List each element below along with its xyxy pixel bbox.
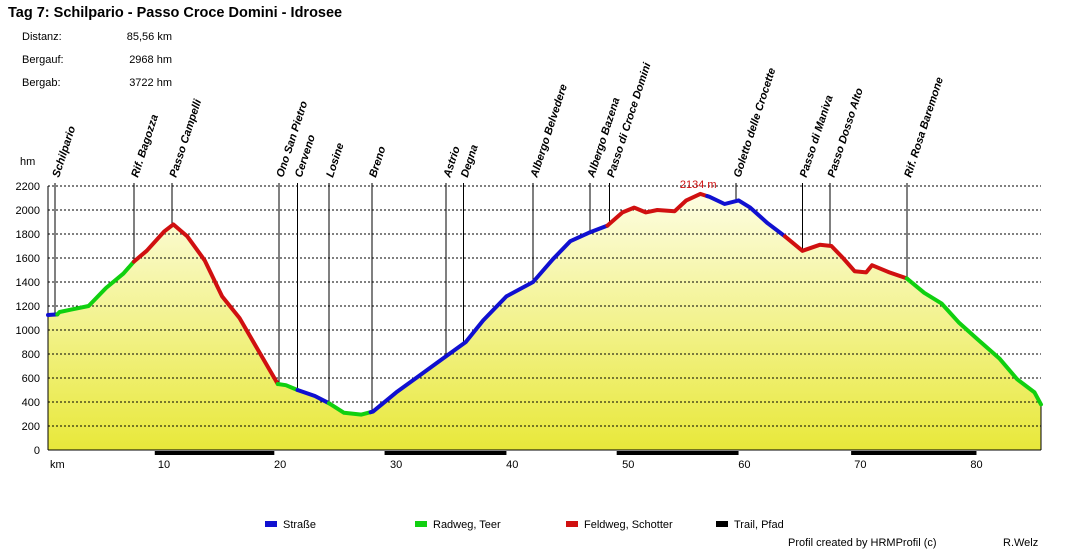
y-axis-label: hm (20, 156, 35, 168)
profile-segment (55, 259, 136, 317)
y-tick-label: 1600 (16, 253, 40, 265)
x-axis-label: km (50, 459, 65, 471)
waypoint-label: Schilpario (50, 124, 78, 179)
x-tick-label: 10 (158, 459, 170, 471)
profile-area (48, 193, 1041, 450)
y-tick-label: 400 (22, 397, 40, 409)
waypoint-label: Passo Campelli (168, 97, 205, 179)
waypoint-label: Losine (324, 142, 346, 179)
stat-value: 2968 hm (129, 54, 172, 66)
stat-descent: Bergab: 3722 hm (22, 77, 172, 100)
y-tick-label: 1400 (16, 277, 40, 289)
waypoint-label: Goletto delle Crocette (732, 67, 779, 179)
legend-swatch (716, 521, 728, 528)
x-tick-label: 80 (970, 459, 982, 471)
trail-bar (616, 451, 739, 455)
legend-item-trail: Trail, Pfad (716, 519, 784, 531)
y-tick-label: 2000 (16, 205, 40, 217)
legend-item-feldweg: Feldweg, Schotter (566, 519, 673, 531)
waypoint-label: Rif. Bagozza (129, 113, 161, 179)
profile-segment (783, 234, 909, 281)
max-elevation-label: 2134 m (680, 179, 717, 191)
y-tick-label: 200 (22, 421, 40, 433)
profile-segment (605, 191, 710, 228)
profile-segment (904, 276, 1043, 407)
stat-label: Bergauf: (22, 54, 64, 66)
stat-value: 3722 hm (129, 77, 172, 89)
profile-segment (368, 223, 610, 415)
y-tick-label: 2200 (16, 181, 40, 193)
profile-segment (326, 401, 373, 417)
legend-swatch (566, 521, 578, 528)
trail-bar (384, 451, 507, 455)
legend-label: Feldweg, Schotter (584, 519, 673, 531)
stat-label: Distanz: (22, 31, 62, 43)
stat-distance: Distanz: 85,56 km (22, 31, 172, 54)
legend-label: Trail, Pfad (734, 519, 784, 531)
x-tick-label: 50 (622, 459, 634, 471)
x-tick-label: 70 (854, 459, 866, 471)
waypoint-label: Rif. Rosa Baremone (902, 76, 946, 179)
y-tick-label: 600 (22, 373, 40, 385)
footer-credit: Profil created by HRMProfil (c) (788, 537, 937, 549)
y-tick-label: 0 (34, 445, 40, 457)
profile-segment (131, 222, 280, 386)
x-tick-label: 30 (390, 459, 402, 471)
y-tick-label: 800 (22, 349, 40, 361)
page-title: Tag 7: Schilpario - Passo Croce Domini -… (8, 5, 343, 21)
profile-segment (275, 382, 300, 392)
stat-label: Bergab: (22, 77, 61, 89)
x-tick-label: 20 (274, 459, 286, 471)
trail-bar (851, 451, 977, 455)
y-tick-label: 1800 (16, 229, 40, 241)
y-tick-label: 1000 (16, 325, 40, 337)
waypoint-label: Albergo Belvedere (528, 83, 570, 180)
legend-swatch (415, 521, 427, 528)
legend-item-strasse: Straße (265, 519, 316, 531)
stats-panel: Distanz: 85,56 km Bergauf: 2968 hm Berga… (22, 31, 172, 100)
profile-segment (705, 194, 787, 239)
stat-value: 85,56 km (126, 31, 172, 43)
footer-author: R.Welz (1003, 537, 1039, 549)
trail-bar (154, 451, 275, 455)
legend-label: Radweg, Teer (433, 519, 501, 531)
x-tick-label: 40 (506, 459, 518, 471)
elevation-profile-chart: 0 200 400 600 800 1000 1200 1400 1600 1800 2000 220… (16, 60, 1043, 471)
y-tick-label: 1200 (16, 301, 40, 313)
legend-item-radweg: Radweg, Teer (415, 519, 501, 531)
stat-ascent: Bergauf: 2968 hm (22, 54, 172, 77)
waypoint-label: Breno (367, 145, 388, 179)
profile-segment (295, 388, 331, 406)
legend-swatch (265, 521, 277, 528)
x-tick-label: 60 (738, 459, 750, 471)
legend-label: Straße (283, 519, 317, 531)
